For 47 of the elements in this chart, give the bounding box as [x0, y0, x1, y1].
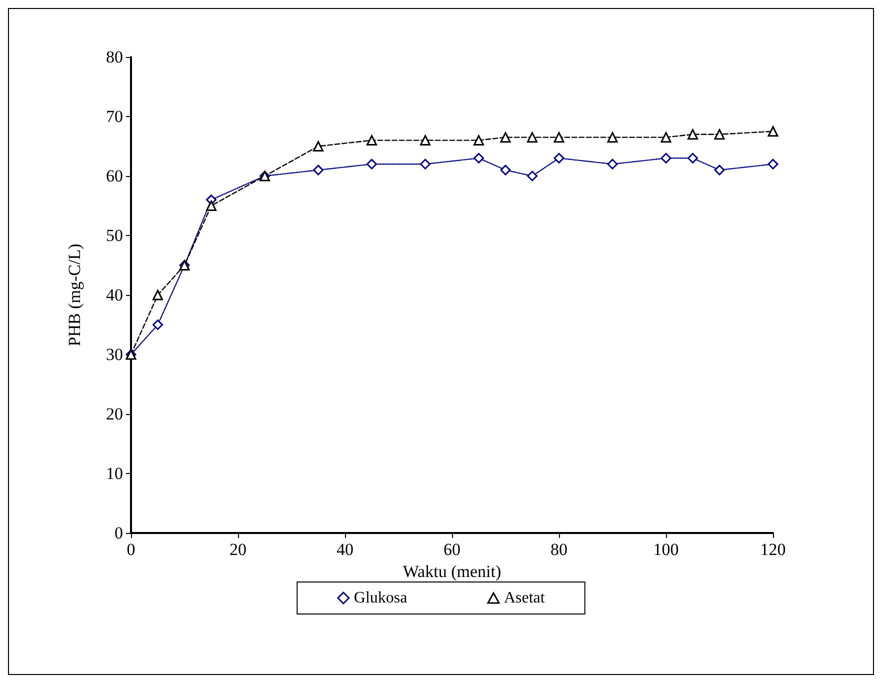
- y-axis-title: PHB (mg-C/L): [65, 244, 84, 346]
- y-tick-label: 20: [106, 404, 123, 424]
- point: [688, 152, 698, 164]
- x-tick-label: 120: [760, 540, 786, 559]
- point: [474, 152, 484, 164]
- point: [313, 141, 324, 152]
- x-tick-label: 80: [550, 540, 568, 559]
- point: [768, 158, 778, 170]
- y-tick-label: 0: [114, 524, 123, 542]
- y-tick-label: 50: [106, 226, 123, 245]
- point: [607, 132, 618, 143]
- y-tick-label: 60: [106, 166, 123, 186]
- y-tick-label: 80: [106, 48, 123, 66]
- point: [500, 164, 511, 176]
- point: [313, 164, 324, 176]
- point: [660, 132, 672, 143]
- point: [768, 126, 778, 137]
- point: [366, 135, 377, 146]
- point: [714, 129, 725, 140]
- point: [660, 152, 672, 164]
- point: [527, 132, 538, 143]
- point: [554, 152, 564, 164]
- point: [714, 164, 725, 176]
- point: [152, 320, 163, 330]
- point: [527, 170, 538, 182]
- point: [152, 290, 163, 300]
- x-tick-label: 60: [444, 540, 460, 559]
- y-tick-label: 40: [106, 286, 123, 304]
- point: [688, 129, 698, 140]
- point: [420, 135, 430, 146]
- x-tick-label: 20: [230, 540, 246, 559]
- y-tick-label: 10: [106, 464, 123, 483]
- x-axis-title: Waktu (menit): [402, 562, 502, 581]
- x-tick-label: 40: [336, 540, 354, 559]
- x-tick-label: 0: [126, 540, 136, 559]
- y-tick-label: 30: [106, 345, 123, 364]
- point: [366, 158, 377, 170]
- point: [420, 158, 430, 170]
- point: [607, 158, 618, 170]
- legend-label: Glukosa: [354, 590, 408, 606]
- x-tick-label: 100: [653, 540, 679, 559]
- point: [500, 132, 511, 143]
- point: [206, 200, 216, 211]
- legend-label: Asetat: [504, 590, 546, 606]
- point: [554, 132, 564, 143]
- y-tick-label: 70: [106, 107, 123, 126]
- point: [474, 135, 484, 146]
